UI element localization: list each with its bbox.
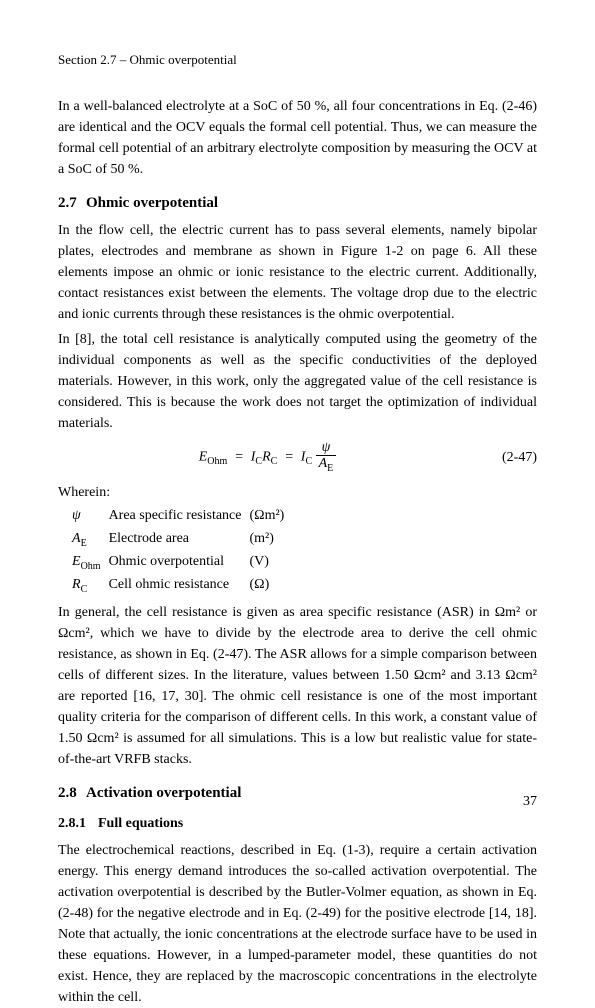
- sym-unit: (Ω): [250, 574, 293, 597]
- sym-row: AE Electrode area (m²): [72, 528, 292, 551]
- symbol-table: ψ Area specific resistance (Ωm²) AE Elec…: [72, 505, 292, 596]
- sym-row: EOhm Ohmic overpotential (V): [72, 551, 292, 574]
- sym: R: [72, 577, 81, 592]
- sym: ψ: [72, 508, 81, 523]
- equation-number: (2-47): [477, 447, 537, 468]
- subheading-number: 2.8.1: [58, 813, 98, 834]
- s27-p1: In the flow cell, the electric current h…: [58, 220, 537, 325]
- heading-number: 2.7: [58, 192, 86, 215]
- wherein-label: Wherein:: [58, 482, 537, 503]
- sym-unit: (V): [250, 551, 293, 574]
- sym: A: [72, 531, 81, 546]
- eq-mid2-sym: R: [262, 449, 271, 464]
- intro-paragraph: In a well-balanced electrolyte at a SoC …: [58, 96, 537, 180]
- s27-p3: In general, the cell resistance is given…: [58, 602, 537, 770]
- sym-desc: Area specific resistance: [109, 505, 250, 528]
- heading-number: 2.8: [58, 782, 86, 805]
- eq-rhs-sub: C: [305, 456, 312, 467]
- sym-unit: (Ωm²): [250, 505, 293, 528]
- section-header: Section 2.7 – Ohmic overpotential: [58, 50, 537, 70]
- sym-desc: Ohmic overpotential: [109, 551, 250, 574]
- frac-num: ψ: [316, 440, 337, 456]
- sym-row: ψ Area specific resistance (Ωm²): [72, 505, 292, 528]
- subheading-text: Full equations: [98, 816, 183, 831]
- heading-2-8: 2.8Activation overpotential: [58, 782, 537, 805]
- sym-unit: (m²): [250, 528, 293, 551]
- sym-desc: Cell ohmic resistance: [109, 574, 250, 597]
- heading-2-7: 2.7Ohmic overpotential: [58, 192, 537, 215]
- eq-lhs-sym: E: [199, 449, 208, 464]
- s27-p2: In [8], the total cell resistance is ana…: [58, 329, 537, 434]
- s28-p1: The electrochemical reactions, described…: [58, 840, 537, 1008]
- heading-text: Activation overpotential: [86, 785, 241, 801]
- frac-den: AE: [316, 456, 337, 474]
- page-number: 37: [523, 791, 537, 812]
- sym-desc: Electrode area: [109, 528, 250, 551]
- heading-text: Ohmic overpotential: [86, 195, 218, 211]
- equation-2-47: EOhm = ICRC = IC ψ AE (2-47): [58, 440, 537, 474]
- eq-mid2-sub: C: [271, 456, 278, 467]
- eq-lhs-sub: Ohm: [207, 456, 227, 467]
- heading-2-8-1: 2.8.1Full equations: [58, 813, 537, 834]
- equation-body: EOhm = ICRC = IC ψ AE: [58, 440, 477, 474]
- sym-row: RC Cell ohmic resistance (Ω): [72, 574, 292, 597]
- fraction: ψ AE: [316, 440, 337, 474]
- sym: E: [72, 554, 81, 569]
